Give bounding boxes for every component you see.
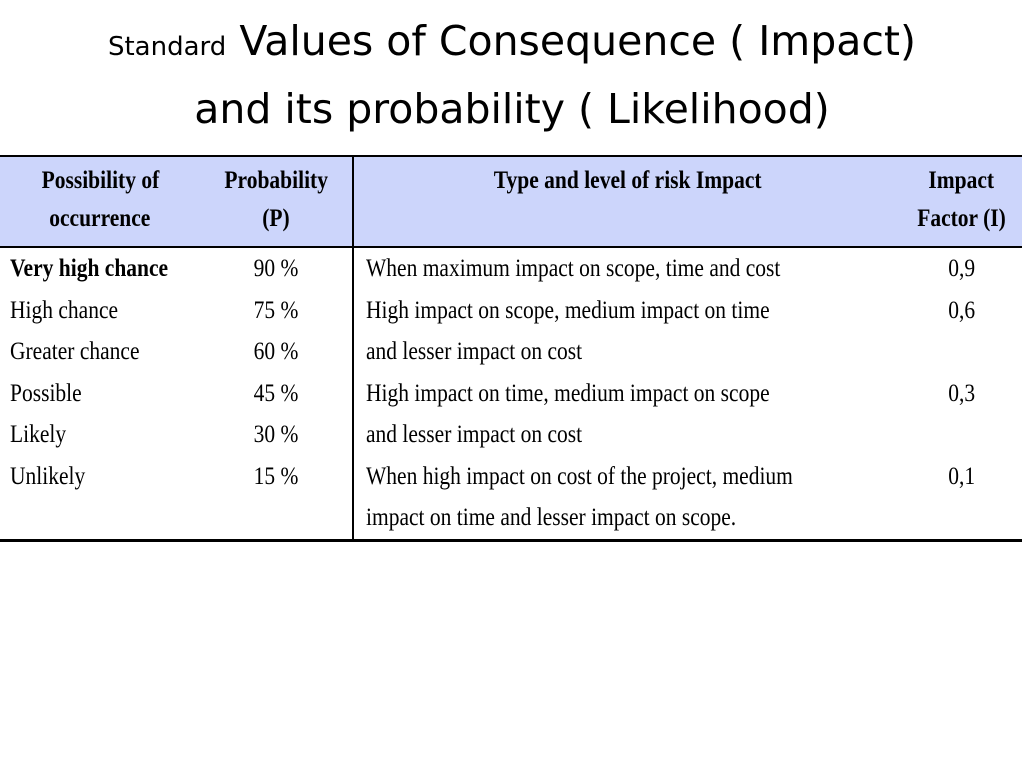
title-line-1-text: Values of Consequence ( Impact)	[239, 17, 916, 65]
list-item: impact on time and lesser impact on scop…	[366, 497, 901, 539]
header-probability: Probability (P)	[200, 155, 354, 248]
list-item	[901, 497, 1022, 539]
list-item: 15 %	[200, 456, 352, 498]
list-item: Likely	[10, 414, 200, 456]
probability-value: 30 %	[253, 421, 299, 448]
impact-type-line: High impact on scope, medium impact on t…	[366, 296, 770, 324]
impact-type-column: When maximum impact on scope, time and c…	[353, 247, 901, 542]
probability-value: 15 %	[253, 462, 299, 490]
probability-column: 90 % 75 % 60 % 45 % 30 % 15 %	[200, 247, 354, 542]
list-item: 90 %	[200, 248, 352, 290]
header-factor-line-2: Factor (I)	[917, 205, 1006, 232]
impact-type-line: impact on time and lesser impact on scop…	[366, 504, 737, 531]
list-item: Unlikely	[10, 456, 200, 498]
list-item: High impact on scope, medium impact on t…	[366, 290, 901, 332]
impact-factor-value: 0,6	[948, 296, 975, 324]
header-possibility-line-1: Possibility of	[41, 167, 159, 194]
table-header-row: Possibility of occurrence Probability (P…	[0, 155, 1022, 248]
header-probability-line-2: (P)	[262, 205, 290, 232]
impact-type-line: High impact on time, medium impact on sc…	[366, 379, 770, 407]
possibility-value: Very high chance	[10, 255, 169, 282]
possibility-value: High chance	[10, 296, 119, 324]
probability-value: 60 %	[253, 338, 299, 365]
possibility-value: Unlikely	[10, 462, 86, 490]
list-item: 0,1	[901, 456, 1022, 498]
list-item: When maximum impact on scope, time and c…	[366, 248, 901, 290]
probability-value: 90 %	[253, 255, 299, 282]
header-possibility: Possibility of occurrence	[0, 155, 200, 248]
list-item: High impact on time, medium impact on sc…	[366, 373, 901, 415]
possibility-value: Greater chance	[10, 338, 140, 365]
list-item	[901, 331, 1022, 373]
list-item: 0,3	[901, 373, 1022, 415]
list-item: High chance	[10, 290, 200, 332]
slide-title: Standard Values of Consequence ( Impact)…	[0, 10, 1024, 140]
title-small-word: Standard	[107, 32, 227, 62]
impact-type-line: When maximum impact on scope, time and c…	[366, 255, 781, 282]
list-item: 0,6	[901, 290, 1022, 332]
probability-value: 45 %	[253, 379, 299, 407]
possibility-column: Very high chance High chance Greater cha…	[0, 247, 200, 542]
list-item: Possible	[10, 373, 200, 415]
header-type-line-1: Type and level of risk Impact	[493, 167, 762, 194]
risk-table: Possibility of occurrence Probability (P…	[0, 155, 1022, 542]
list-item: Very high chance	[10, 248, 200, 290]
list-item: 0,9	[901, 248, 1022, 290]
list-item: 60 %	[200, 331, 352, 373]
impact-factor-value: 0,3	[948, 379, 975, 407]
list-item: 45 %	[200, 373, 352, 415]
impact-type-line: When high impact on cost of the project,…	[366, 462, 793, 490]
impact-type-line: and lesser impact on cost	[366, 421, 583, 448]
list-item: 75 %	[200, 290, 352, 332]
list-item	[901, 414, 1022, 456]
impact-type-line: and lesser impact on cost	[366, 338, 583, 365]
impact-factor-value: 0,1	[948, 462, 975, 490]
title-line-1: Standard Values of Consequence ( Impact)	[0, 10, 1024, 78]
list-item: and lesser impact on cost	[366, 331, 901, 373]
header-factor: Impact Factor (I)	[901, 155, 1022, 248]
possibility-value: Possible	[10, 379, 82, 407]
impact-factor-value: 0,9	[948, 255, 975, 282]
header-possibility-line-2: occurrence	[49, 205, 151, 232]
header-factor-line-1: Impact	[928, 167, 995, 194]
table-body-row: Very high chance High chance Greater cha…	[0, 247, 1022, 542]
possibility-value: Likely	[10, 421, 67, 448]
list-item: Greater chance	[10, 331, 200, 373]
spacer	[10, 497, 200, 539]
list-item: 30 %	[200, 414, 352, 456]
header-probability-line-1: Probability	[224, 167, 328, 194]
header-type: Type and level of risk Impact	[353, 155, 901, 248]
list-item: and lesser impact on cost	[366, 414, 901, 456]
title-line-2: and its probability ( Likelihood)	[194, 85, 830, 133]
list-item: When high impact on cost of the project,…	[366, 456, 901, 498]
probability-value: 75 %	[253, 296, 299, 324]
impact-factor-column: 0,9 0,6 0,3 0,1	[901, 247, 1022, 542]
